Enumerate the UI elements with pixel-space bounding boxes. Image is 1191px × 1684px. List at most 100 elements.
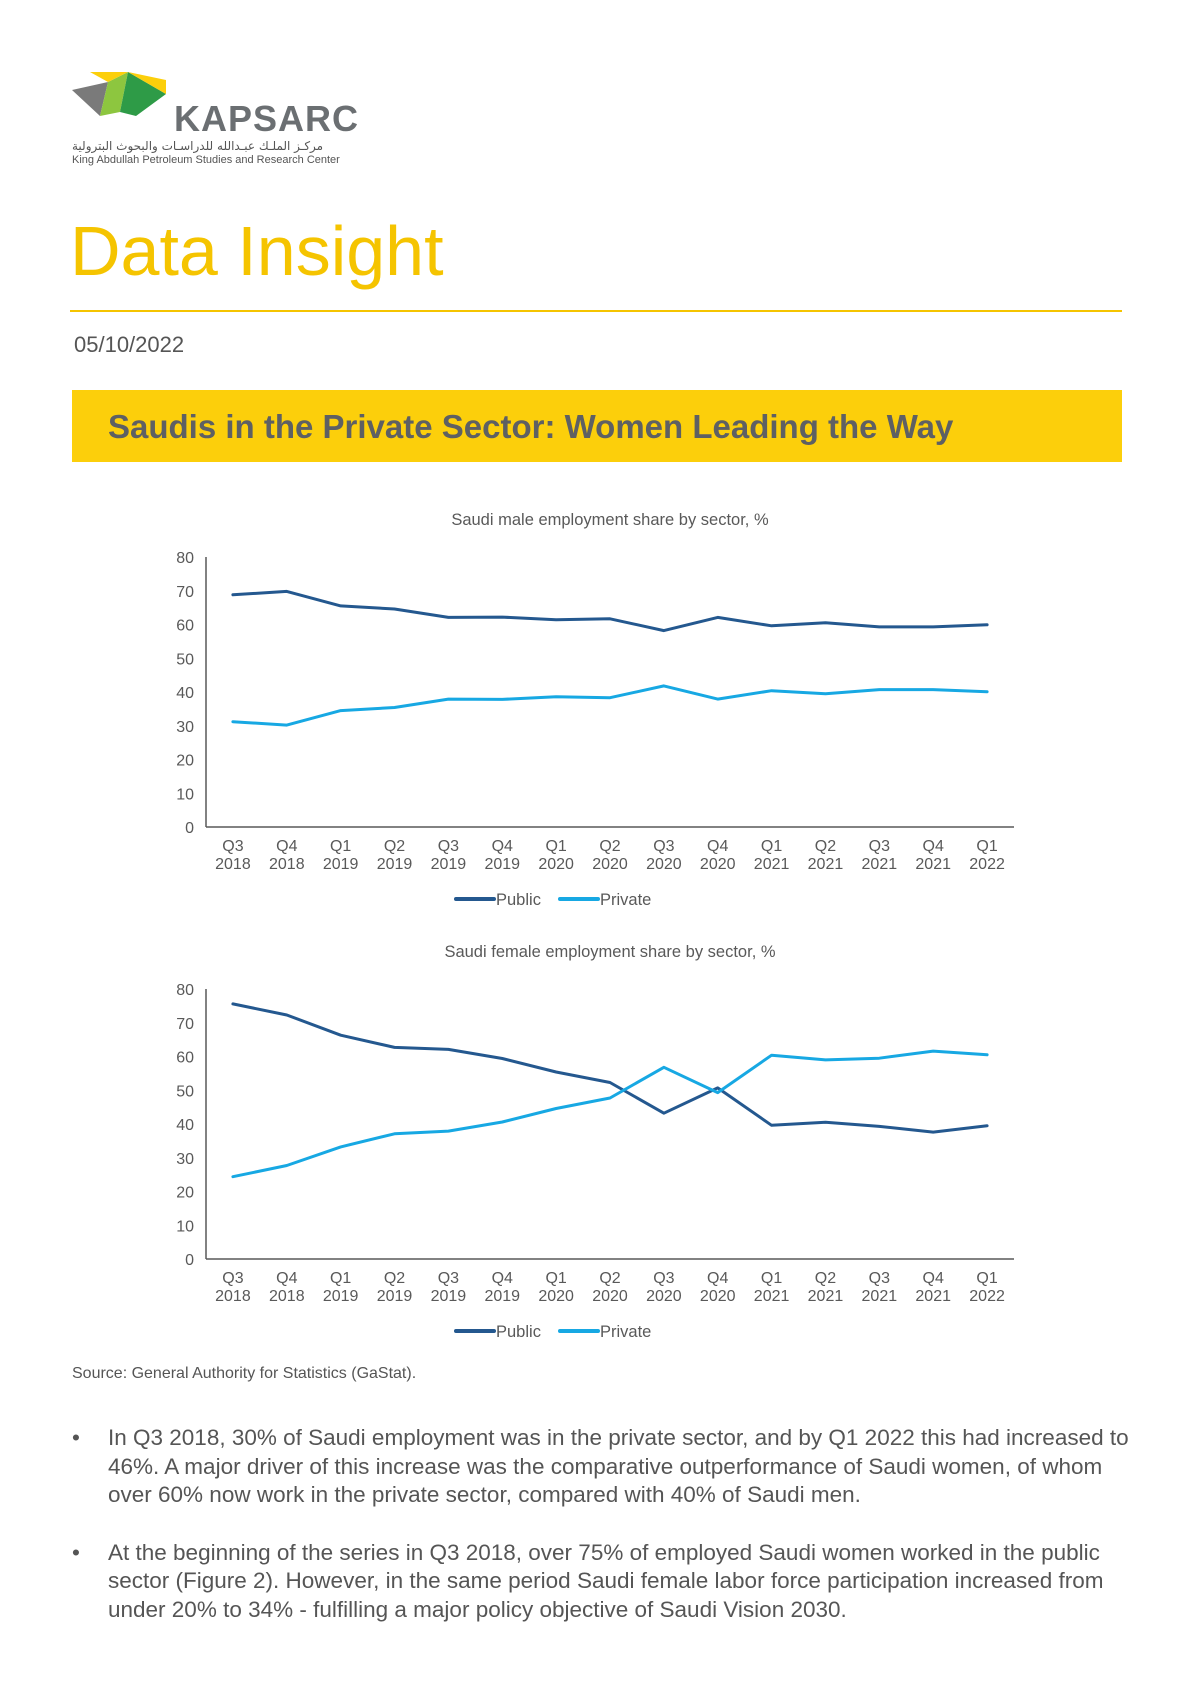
x-tick-year: 2020 [592,1288,628,1305]
y-tick-label: 20 [176,1185,194,1202]
y-tick-label: 20 [176,753,194,770]
x-tick-year: 2020 [538,856,574,873]
x-tick-year: 2019 [323,1288,359,1305]
x-tick-quarter: Q3 [438,838,459,855]
bullet-text: At the beginning of the series in Q3 201… [108,1539,1104,1622]
y-tick-label: 70 [176,584,194,601]
x-tick-year: 2019 [431,856,467,873]
legend-label-private: Private [600,891,651,909]
x-tick-year: 2019 [431,1288,467,1305]
x-tick-year: 2020 [646,856,682,873]
y-tick-label: 30 [176,719,194,736]
legend-label-public: Public [496,1323,541,1341]
x-tick-quarter: Q2 [384,1270,405,1287]
y-tick-label: 60 [176,618,194,635]
bullet-text: In Q3 2018, 30% of Saudi employment was … [108,1425,1129,1507]
x-tick-quarter: Q1 [761,1270,782,1287]
x-tick-year: 2018 [215,1288,251,1305]
x-tick-year: 2022 [969,1288,1005,1305]
insight-bullets: • In Q3 2018, 30% of Saudi employment was… [72,1424,1132,1653]
x-tick-quarter: Q3 [222,838,243,855]
x-tick-quarter: Q4 [923,838,944,855]
x-tick-year: 2020 [700,1288,736,1305]
x-tick-year: 2019 [484,1288,520,1305]
x-tick-quarter: Q1 [330,838,351,855]
series-line-public [231,589,989,633]
x-tick-quarter: Q3 [438,1270,459,1287]
x-tick-quarter: Q1 [545,1270,566,1287]
x-tick-year: 2021 [754,1288,790,1305]
x-tick-quarter: Q4 [707,1270,728,1287]
line-chart-svg: Saudi female employment share by sector,… [176,943,1014,1341]
kapsarc-logo-icon [72,72,166,116]
x-tick-year: 2018 [215,856,251,873]
x-tick-year: 2019 [484,856,520,873]
series-line-private [231,684,989,727]
bullet-item: • At the beginning of the series in Q3 20… [72,1539,1132,1625]
x-tick-year: 2018 [269,856,305,873]
x-tick-quarter: Q2 [815,1270,836,1287]
x-tick-quarter: Q2 [815,838,836,855]
source-note: Source: General Authority for Statistics… [72,1365,417,1382]
x-tick-year: 2020 [538,1288,574,1305]
y-tick-label: 10 [176,786,194,803]
x-tick-quarter: Q4 [492,838,513,855]
x-tick-quarter: Q3 [869,1270,890,1287]
x-tick-year: 2021 [915,1288,951,1305]
y-tick-label: 0 [185,820,194,837]
x-tick-year: 2019 [377,1288,413,1305]
x-tick-year: 2021 [754,856,790,873]
x-tick-quarter: Q3 [869,838,890,855]
series-line-private [231,1049,989,1179]
x-tick-year: 2021 [862,1288,898,1305]
y-tick-label: 40 [176,1117,194,1134]
male-employment-chart: Saudi male employment share by sector, %… [150,505,1030,925]
y-tick-label: 60 [176,1050,194,1067]
y-tick-label: 80 [176,982,194,999]
document-type-title: Data Insight [70,212,444,290]
x-tick-year: 2020 [592,856,628,873]
logo-wordmark: KAPSARC [174,98,360,139]
x-tick-quarter: Q2 [599,838,620,855]
female-employment-chart: Saudi female employment share by sector,… [150,937,1030,1357]
x-tick-year: 2021 [808,1288,844,1305]
y-tick-label: 0 [185,1252,194,1269]
x-tick-quarter: Q3 [222,1270,243,1287]
logo-arabic-name: مركـز الملـك عبـدالله للدراسـات والبحوث … [72,139,324,153]
bullet-marker: • [72,1425,80,1450]
kapsarc-logo: KAPSARC مركـز الملـك عبـدالله للدراسـات … [70,70,380,170]
x-tick-quarter: Q1 [545,838,566,855]
y-tick-label: 50 [176,1083,194,1100]
y-tick-label: 70 [176,1016,194,1033]
y-tick-label: 80 [176,550,194,567]
chart-title: Saudi female employment share by sector,… [444,943,775,961]
headline-banner: Saudis in the Private Sector: Women Lead… [72,390,1122,462]
x-tick-year: 2020 [700,856,736,873]
bullet-item: • In Q3 2018, 30% of Saudi employment was… [72,1424,1132,1510]
x-tick-quarter: Q1 [330,1270,351,1287]
x-tick-quarter: Q2 [599,1270,620,1287]
y-tick-label: 10 [176,1218,194,1235]
x-tick-year: 2020 [646,1288,682,1305]
x-tick-year: 2021 [808,856,844,873]
bullet-marker: • [72,1539,80,1565]
legend-label-public: Public [496,891,541,909]
headline-text: Saudis in the Private Sector: Women Lead… [108,408,954,445]
x-tick-quarter: Q4 [707,838,728,855]
chart-title: Saudi male employment share by sector, % [451,511,769,529]
legend-label-private: Private [600,1323,651,1341]
logo-subtitle: King Abdullah Petroleum Studies and Rese… [72,154,340,166]
y-tick-label: 30 [176,1151,194,1168]
line-chart-svg: Saudi male employment share by sector, %… [176,511,1014,909]
x-tick-quarter: Q1 [761,838,782,855]
x-tick-quarter: Q3 [653,1270,674,1287]
x-tick-year: 2018 [269,1288,305,1305]
x-tick-year: 2019 [323,856,359,873]
x-tick-quarter: Q1 [976,1270,997,1287]
x-tick-quarter: Q4 [276,838,297,855]
x-tick-quarter: Q3 [653,838,674,855]
publication-date: 05/10/2022 [74,332,185,357]
x-tick-year: 2019 [377,856,413,873]
x-tick-quarter: Q4 [276,1270,297,1287]
x-tick-quarter: Q1 [976,838,997,855]
